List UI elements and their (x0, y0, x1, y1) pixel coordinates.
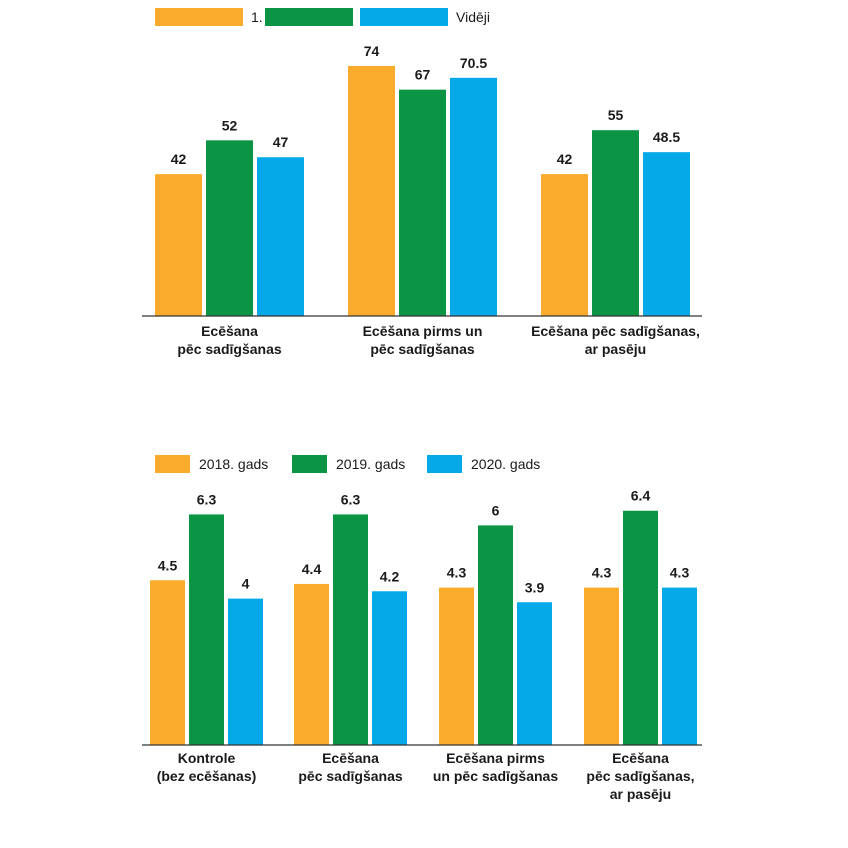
chart1-category-label-2-line-2: pēc sadīgšanas (370, 341, 474, 357)
chart1-category-label-1-line-2: pēc sadīgšanas (177, 341, 281, 357)
chart2-legend-label-2: 2019. gads (336, 456, 405, 472)
chart1-bar-2-3 (450, 77, 497, 316)
chart1-bar-2-2 (399, 89, 446, 316)
chart2-legend-label-3: 2020. gads (471, 456, 540, 472)
chart2-bar-4-1 (584, 587, 619, 745)
chart2-value-label-1-1: 4.5 (158, 557, 178, 573)
chart2-bar-2-1 (294, 583, 329, 745)
chart2-value-label-2-2: 6.3 (341, 491, 361, 507)
chart1-value-label-1-2: 52 (222, 117, 238, 133)
chart1-value-label-1-1: 42 (171, 151, 187, 167)
chart2-bar-2-2 (333, 514, 368, 745)
chart1-value-label-3-1: 42 (557, 151, 573, 167)
chart1-value-label-3-2: 55 (608, 107, 624, 123)
chart1-bar-1-1 (155, 174, 202, 316)
chart1-legend-swatch-1 (155, 8, 243, 26)
chart1-category-label-2-line-1: Ecēšana pirms un (363, 323, 483, 339)
chart2-category-label-1: Kontrole (bez ecēšanas) (157, 750, 257, 784)
chart2-bar-4-3 (662, 587, 697, 745)
chart1-value-label-2-2: 67 (415, 67, 431, 83)
chart1-category-label-3-line-2: ar pasēju (585, 341, 646, 357)
chart1-value-label-1-3: 47 (273, 134, 289, 150)
chart1-category-label-2: Ecēšana pirms un pēc sadīgšanas (363, 323, 483, 357)
chart2-bar-2-3 (372, 591, 407, 745)
chart2-category-label-1-line-2: (bez ecēšanas) (157, 768, 257, 784)
chart1-bar-3-3 (643, 152, 690, 316)
chart2-value-label-1-2: 6.3 (197, 491, 217, 507)
chart1-legend-swatch-3 (360, 8, 448, 26)
chart2-value-label-1-3: 4 (242, 576, 250, 592)
chart1-bar-1-2 (206, 140, 253, 316)
chart2-legend-swatch-1 (155, 455, 190, 473)
chart2-category-label-4-line-3: ar pasēju (610, 786, 671, 802)
chart2-category-label-3-line-1: Ecēšana pirms (446, 750, 545, 766)
chart2-category-label-1-line-1: Kontrole (178, 750, 236, 766)
chart2-category-label-4: Ecēšana pēc sadīgšanas, ar pasēju (586, 750, 694, 802)
chart2-legend-swatch-3 (427, 455, 462, 473)
chart2-legend-label-1: 2018. gads (199, 456, 268, 472)
chart1-legend-label-3: Vidēji (456, 9, 490, 25)
chart2-bar-1-2 (189, 514, 224, 745)
chart1-bar-3-1 (541, 174, 588, 316)
chart1-category-label-3-line-1: Ecēšana pēc sadīgšanas, (531, 323, 700, 339)
chart2-value-label-4-2: 6.4 (631, 488, 651, 504)
chart2-bar-3-2 (478, 525, 513, 745)
chart2-value-label-2-3: 4.2 (380, 568, 400, 584)
chart2-bar-3-3 (517, 602, 552, 745)
chart1-value-label-3-3: 48.5 (653, 129, 680, 145)
chart2-category-label-3-line-2: un pēc sadīgšanas (433, 768, 558, 784)
chart1-bar-1-3 (257, 157, 304, 316)
chart2-value-label-4-3: 4.3 (670, 565, 690, 581)
chart2-bar-3-1 (439, 587, 474, 745)
chart1-legend-swatch-2 (265, 8, 353, 26)
chart1-category-label-3: Ecēšana pēc sadīgšanas, ar pasēju (531, 323, 700, 357)
chart2-category-label-2-line-1: Ecēšana (322, 750, 379, 766)
chart2-value-label-3-3: 3.9 (525, 579, 545, 595)
chart2-category-label-2-line-2: pēc sadīgšanas (298, 768, 402, 784)
chart1-category-label-1-line-1: Ecēšana (201, 323, 258, 339)
chart1-bar-3-2 (592, 130, 639, 316)
chart2-bar-1-3 (228, 598, 263, 745)
chart2-bar-1-1 (150, 580, 185, 745)
chart2-value-label-4-1: 4.3 (592, 565, 612, 581)
chart2-value-label-3-1: 4.3 (447, 565, 467, 581)
chart2-value-label-3-2: 6 (492, 502, 500, 518)
chart1-value-label-2-3: 70.5 (460, 55, 487, 71)
chart2-category-label-4-line-2: pēc sadīgšanas, (586, 768, 694, 784)
chart2-category-label-4-line-1: Ecēšana (612, 750, 669, 766)
chart1-category-label-1: Ecēšana pēc sadīgšanas (177, 323, 281, 357)
chart2-value-label-2-1: 4.4 (302, 561, 322, 577)
chart2-legend-swatch-2 (292, 455, 327, 473)
chart2-category-label-2: Ecēšana pēc sadīgšanas (298, 750, 402, 784)
chart1-value-label-2-1: 74 (364, 43, 380, 59)
chart1-bar-2-1 (348, 66, 395, 316)
chart2-category-label-3: Ecēšana pirms un pēc sadīgšanas (433, 750, 558, 784)
chart2-bar-4-2 (623, 510, 658, 745)
